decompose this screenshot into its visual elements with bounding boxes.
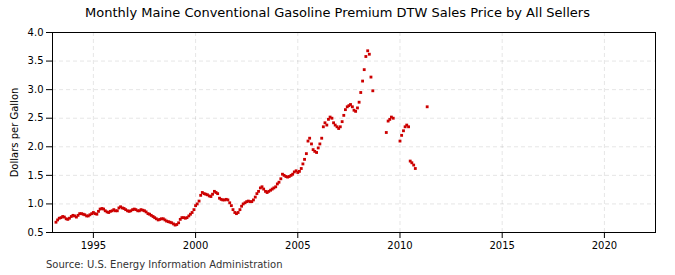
svg-text:2010: 2010 — [387, 240, 412, 251]
svg-text:Dollars per Gallon: Dollars per Gallon — [9, 88, 20, 178]
svg-text:3.0: 3.0 — [28, 84, 44, 95]
svg-text:2015: 2015 — [489, 240, 514, 251]
html-text:Source: U.S. Energy Informatio: Source: U.S. Energy Information Administ… — [46, 259, 283, 270]
svg-text:2000: 2000 — [183, 240, 208, 251]
svg-text:1995: 1995 — [81, 240, 106, 251]
svg-text:2020: 2020 — [592, 240, 617, 251]
svg-text:3.5: 3.5 — [28, 55, 44, 66]
svg-text:2005: 2005 — [285, 240, 310, 251]
svg-text:1.0: 1.0 — [28, 198, 44, 209]
svg-text:2.5: 2.5 — [28, 112, 44, 123]
html-text:Monthly Maine Conventional Gas: Monthly Maine Conventional Gasoline Prem… — [85, 5, 590, 20]
svg-text:2.0: 2.0 — [28, 141, 44, 152]
svg-text:4.0: 4.0 — [28, 27, 44, 38]
svg-text:1.5: 1.5 — [28, 170, 44, 181]
svg-text:0.5: 0.5 — [28, 227, 44, 238]
